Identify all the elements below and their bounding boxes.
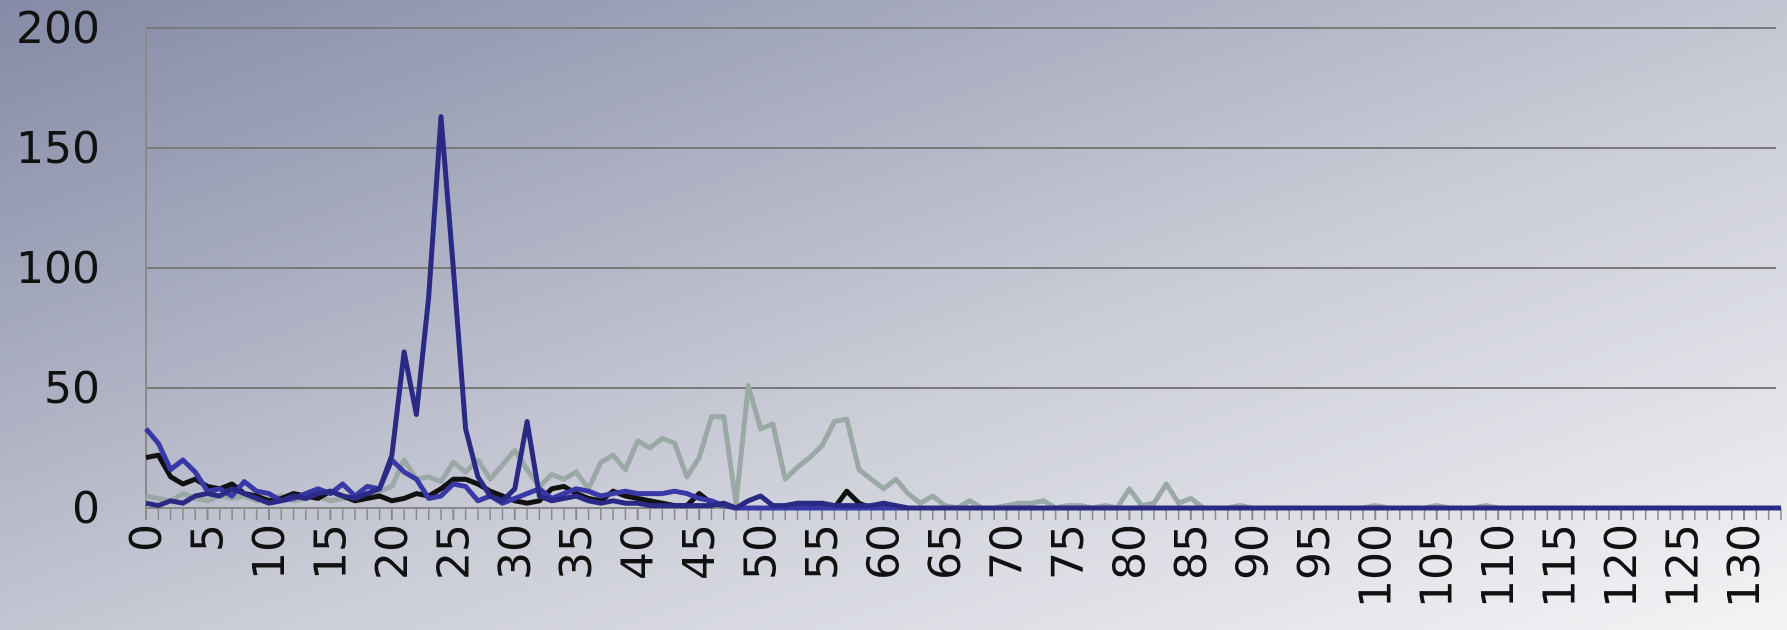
x-tick-label: 115 <box>1535 524 1586 608</box>
x-tick-label: 70 <box>981 524 1032 580</box>
x-tick-label: 40 <box>613 524 664 580</box>
x-tick-label: 105 <box>1412 524 1463 608</box>
x-tick-label: 95 <box>1289 524 1340 580</box>
x-tick-label: 20 <box>367 524 418 580</box>
x-tick-label: 0 <box>121 524 172 552</box>
x-tick-label: 75 <box>1043 524 1094 580</box>
x-tick-label: 5 <box>182 524 233 552</box>
y-tick-label: 50 <box>44 363 100 414</box>
series-line <box>145 114 1781 511</box>
x-tick-label: 45 <box>674 524 725 580</box>
x-tick-label: 35 <box>551 524 602 580</box>
x-tick-label: 100 <box>1350 524 1401 608</box>
x-tick-label: 65 <box>920 524 971 580</box>
x-tick-label: 30 <box>490 524 541 580</box>
x-tick-label: 15 <box>305 524 356 580</box>
x-tick-label: 55 <box>797 524 848 580</box>
x-tick-label: 90 <box>1227 524 1278 580</box>
y-tick-label: 0 <box>72 483 100 534</box>
y-tick-label: 150 <box>16 123 100 174</box>
x-tick-label: 10 <box>244 524 295 580</box>
y-tick-label: 200 <box>16 3 100 54</box>
x-tick-label: 80 <box>1104 524 1155 580</box>
x-tick-label: 85 <box>1166 524 1217 580</box>
x-tick-label: 125 <box>1658 524 1709 608</box>
x-tick-label: 60 <box>859 524 910 580</box>
x-tick-label: 25 <box>428 524 479 580</box>
x-tick-label: 50 <box>736 524 787 580</box>
x-tick-label: 110 <box>1473 524 1524 608</box>
x-tick-label: 120 <box>1596 524 1647 608</box>
y-tick-label: 100 <box>16 243 100 294</box>
x-tick-label: 130 <box>1719 524 1770 608</box>
